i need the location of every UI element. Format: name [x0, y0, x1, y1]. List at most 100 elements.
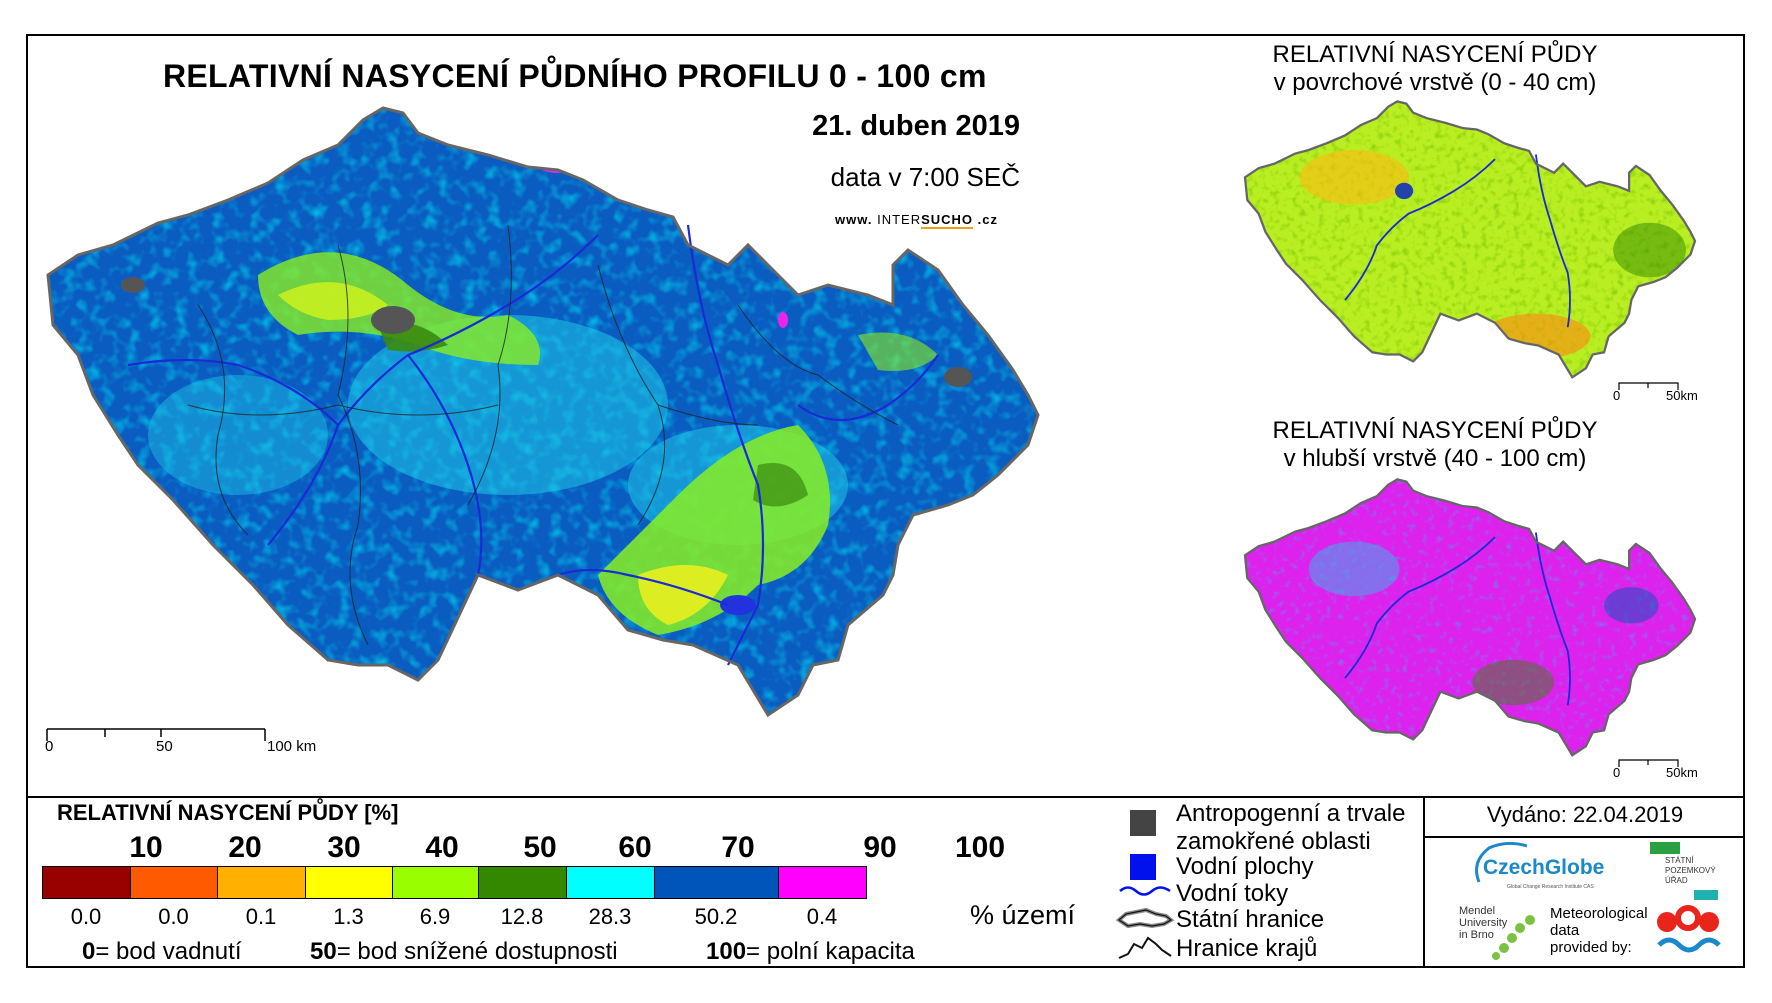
mendel-dots-icon [1492, 915, 1535, 960]
pct-unit-label: % území [970, 900, 1076, 930]
note-key-50: 50 [310, 938, 337, 965]
legend-pct-2: 0.1 [245, 904, 277, 929]
state-border-label: Státní hranice [1176, 906, 1325, 933]
legend-tick-30: 30 [327, 831, 361, 864]
legend-tick-20: 20 [228, 831, 262, 864]
mendel-line3: in Brno [1459, 929, 1494, 941]
issued-separator [1423, 836, 1745, 838]
inset-top-title-line1: RELATIVNÍ NASYCENÍ PŮDY [1272, 41, 1598, 68]
note-text-100: = polní kapacita [746, 938, 915, 965]
inset-top-scale-50: 50km [1666, 388, 1698, 403]
meteo-line2: data [1550, 922, 1580, 939]
legend-swatch-6 [566, 866, 655, 899]
main-scale-label-50: 50 [156, 738, 173, 755]
inset-bottom-scale-50: 50km [1666, 765, 1698, 780]
legend-swatch-7 [654, 866, 779, 899]
spu-mark-icon [1650, 842, 1680, 854]
legend-tick-50: 50 [523, 831, 557, 864]
region-border-label: Hranice krajů [1176, 935, 1318, 962]
state-border-icon [1116, 907, 1174, 929]
spu-text-line3: ÚŘAD [1665, 876, 1688, 885]
legend-tick-60: 60 [618, 831, 652, 864]
inset-top-map [1243, 100, 1697, 379]
main-map [46, 106, 1040, 718]
legend-tick-70: 70 [721, 831, 755, 864]
spu-text: STÁTNÍ POZEMKOVÝ ÚŘAD [1665, 856, 1716, 886]
water-bodies-label: Vodní plochy [1176, 853, 1314, 880]
chmi-logo-icon [1657, 905, 1721, 953]
rivers-label: Vodní toky [1176, 880, 1289, 907]
logo-separator [1423, 796, 1425, 968]
legend-note-50: 50= bod snížené dostupnosti [310, 938, 618, 966]
czechglobe-logo: CzechGlobe Global Change Research Instit… [1467, 842, 1617, 896]
website-suffix: .cz [977, 212, 999, 227]
legend-pct-8: 0.4 [806, 904, 838, 929]
legend-swatch-0 [42, 866, 131, 899]
note-key-100: 100 [706, 938, 747, 965]
note-text-50: = bod snížené dostupnosti [336, 938, 618, 965]
main-scale-label-0: 0 [45, 738, 54, 755]
spu-bar-icon [1694, 890, 1718, 900]
spu-text-line1: STÁTNÍ [1665, 856, 1694, 865]
inset-bottom-title-line2: v hlubší vrstvě (40 - 100 cm) [1283, 445, 1587, 472]
website-prefix: www. [835, 212, 873, 227]
legend-note-100: 100= polní kapacita [706, 938, 915, 966]
inset-bottom-title-line1: RELATIVNÍ NASYCENÍ PŮDY [1272, 417, 1598, 444]
inset-top-scale-bar [1618, 382, 1679, 390]
legend-pct-3: 1.3 [333, 904, 364, 929]
anthropogenic-line2: zamokřené oblasti [1176, 828, 1371, 855]
main-scale-label-100: 100 km [267, 738, 317, 755]
legend-separator [26, 796, 1745, 798]
issued-date: Vydáno: 22.04.2019 [1486, 802, 1684, 827]
legend-pct-1: 0.0 [158, 904, 189, 929]
river-icon [1119, 886, 1171, 896]
inset-bottom-scale-bar [1618, 759, 1679, 767]
legend-tick-90: 90 [863, 831, 897, 864]
legend-pct-6: 28.3 [588, 904, 632, 929]
time-note: data v 7:00 SEČ [830, 162, 1020, 192]
legend-pct-5: 12.8 [500, 904, 544, 929]
inset-bottom-title: RELATIVNÍ NASYCENÍ PŮDY v hlubší vrstvě … [1215, 417, 1655, 473]
spu-text-line2: POZEMKOVÝ [1665, 866, 1716, 875]
meteo-line3: provided by: [1550, 939, 1632, 956]
region-border-icon [1118, 936, 1172, 959]
website-name-a: INTER [877, 212, 922, 227]
mendel-logo: Mendel University in Brno [1459, 905, 1507, 941]
czechglobe-subtitle: Global Change Research Institute CAS [1507, 884, 1594, 890]
legend-pct-7: 50.2 [694, 904, 738, 929]
legend-pct-0: 0.0 [70, 904, 102, 929]
czechglobe-swoosh-icon [1475, 842, 1528, 883]
mendel-line2: University [1459, 917, 1508, 929]
legend-tick-100: 100 [954, 831, 1006, 864]
czechglobe-name: CzechGlobe [1483, 856, 1605, 879]
legend-swatch-2 [217, 866, 306, 899]
anthropogenic-label: Antropogenní a trvale zamokřené oblasti [1176, 800, 1406, 856]
spu-logo: STÁTNÍ POZEMKOVÝ ÚŘAD [1650, 842, 1730, 902]
legend-pct-4: 6.9 [419, 904, 451, 929]
mendel-line1: Mendel [1459, 905, 1496, 917]
inset-top-scale-0: 0 [1613, 388, 1621, 403]
legend-title: RELATIVNÍ NASYCENÍ PŮDY [%] [57, 800, 399, 825]
legend-swatch-4 [392, 866, 479, 899]
legend-tick-40: 40 [425, 831, 459, 864]
website-link[interactable]: www. INTERSUCHO .cz [835, 212, 999, 229]
legend-swatch-1 [130, 866, 218, 899]
meteo-credit: Meteorological data provided by: [1550, 905, 1648, 956]
inset-bottom-map [1243, 478, 1697, 757]
inset-top-title-line2: v povrchové vrstvě (0 - 40 cm) [1273, 69, 1597, 96]
anthropogenic-line1: Antropogenní a trvale [1176, 800, 1406, 827]
main-scale-bar [46, 728, 266, 741]
inset-bottom-scale-0: 0 [1613, 765, 1621, 780]
note-text-0: = bod vadnutí [95, 938, 242, 965]
legend-swatch-8 [778, 866, 867, 899]
date-label: 21. duben 2019 [812, 110, 1020, 142]
legend-swatch-5 [478, 866, 567, 899]
note-key-0: 0 [82, 938, 96, 965]
anthropogenic-swatch [1130, 810, 1156, 836]
meteo-line1: Meteorological [1550, 905, 1648, 922]
water-bodies-swatch [1130, 854, 1156, 880]
page-title: RELATIVNÍ NASYCENÍ PŮDNÍHO PROFILU 0 - 1… [163, 58, 987, 94]
inset-top-title: RELATIVNÍ NASYCENÍ PŮDY v povrchové vrst… [1215, 41, 1655, 97]
website-name-b: SUCHO [921, 212, 974, 229]
legend-tick-10: 10 [129, 831, 163, 864]
